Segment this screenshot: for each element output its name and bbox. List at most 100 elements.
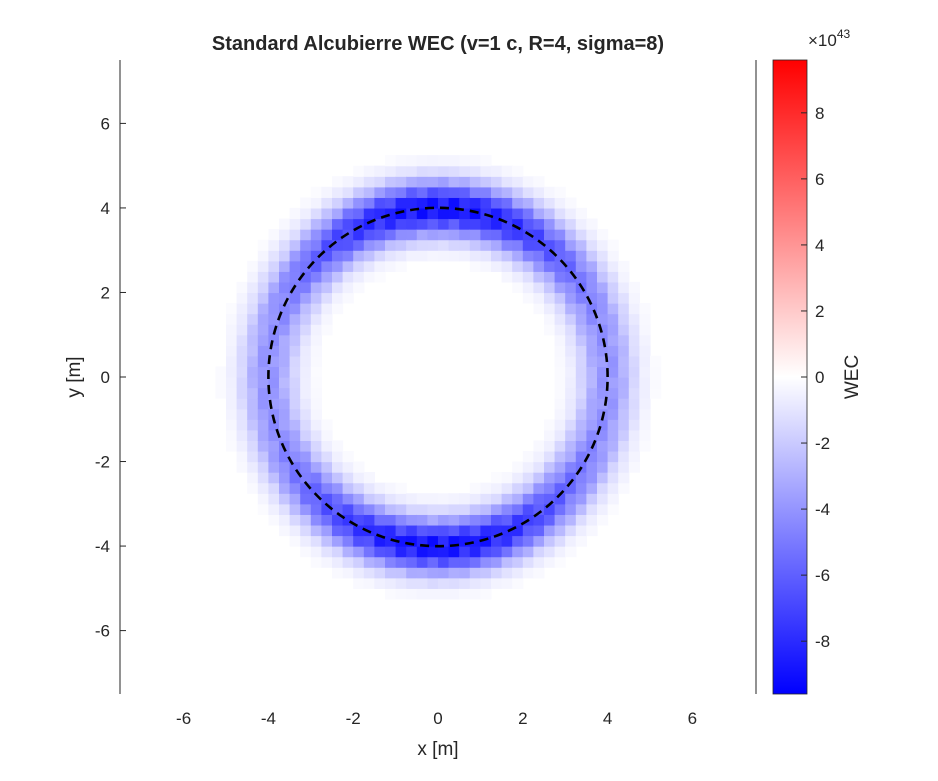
heatmap-cell	[554, 440, 566, 452]
heatmap-cell	[459, 207, 471, 220]
heatmap-cell	[448, 186, 460, 198]
heatmap-cell	[289, 239, 301, 251]
heatmap-cell	[353, 567, 365, 579]
heatmap-cell	[480, 165, 492, 177]
heatmap-cell	[332, 207, 344, 220]
heatmap-cell	[226, 313, 238, 325]
y-axis-label: y [m]	[64, 356, 85, 397]
heatmap-cell	[533, 229, 545, 241]
heatmap-cell	[289, 419, 301, 431]
heatmap-cell	[533, 546, 545, 558]
heatmap-cell	[554, 324, 566, 336]
heatmap-cell	[374, 271, 386, 283]
heatmap-cell	[300, 429, 312, 441]
heatmap-cell	[459, 535, 471, 547]
heatmap-cell	[438, 493, 450, 505]
heatmap-cell	[565, 197, 577, 209]
heatmap-cell	[374, 535, 386, 547]
x-tick-label: -2	[346, 709, 361, 728]
heatmap-cell	[575, 377, 587, 389]
heatmap-cell	[247, 313, 259, 325]
heatmap-cell	[268, 387, 280, 399]
heatmap-cell	[565, 366, 577, 378]
heatmap-cell	[289, 271, 301, 283]
heatmap-cell	[332, 440, 344, 452]
heatmap-cell	[459, 250, 471, 262]
heatmap-cell	[544, 292, 556, 304]
heatmap-cell	[236, 334, 248, 346]
heatmap-cell	[501, 260, 513, 272]
heatmap-cell	[289, 535, 301, 547]
heatmap-cell	[427, 155, 439, 167]
heatmap-cell	[406, 514, 418, 526]
heatmap-cell	[628, 450, 640, 463]
heatmap-cell	[544, 472, 556, 484]
heatmap-cell	[607, 334, 619, 346]
heatmap-cell	[554, 408, 566, 420]
heatmap-cell	[554, 292, 566, 304]
heatmap-cell	[522, 546, 534, 558]
heatmap-cell	[279, 271, 291, 283]
heatmap-cell	[289, 524, 301, 537]
heatmap-cell	[575, 271, 587, 283]
heatmap-cell	[438, 514, 450, 526]
heatmap-cell	[406, 503, 418, 515]
heatmap-cell	[385, 260, 397, 272]
heatmap-cell	[321, 546, 333, 558]
heatmap-cell	[289, 461, 301, 473]
heatmap-cell	[321, 250, 333, 262]
heatmap-cell	[533, 461, 545, 473]
heatmap-cell	[607, 461, 619, 473]
heatmap-cell	[321, 535, 333, 547]
heatmap-cell	[554, 281, 566, 294]
heatmap-cell	[321, 472, 333, 484]
heatmap-cell	[310, 207, 322, 220]
heatmap-cell	[236, 408, 248, 420]
colorbar-ticks: 8 6 4 2 0 -2 -4 -6 -8	[801, 104, 830, 651]
heatmap-cell	[628, 377, 640, 389]
heatmap-cell	[501, 271, 513, 283]
heatmap-cell	[374, 567, 386, 579]
heatmap-cell	[575, 440, 587, 452]
heatmap-cell	[374, 503, 386, 515]
heatmap-cell	[247, 260, 259, 272]
heatmap-cell	[332, 176, 344, 188]
heatmap-cell	[544, 303, 556, 315]
heatmap-cell	[332, 472, 344, 484]
heatmap-cell	[597, 366, 609, 378]
heatmap-cell	[639, 398, 651, 410]
heatmap-cell	[533, 197, 545, 209]
heatmap-cell	[501, 207, 513, 220]
heatmap-cell	[565, 535, 577, 547]
heatmap-cell	[607, 450, 619, 463]
heatmap-cell	[374, 250, 386, 262]
heatmap-cell	[332, 250, 344, 262]
heatmap-cell	[469, 218, 481, 230]
heatmap-cell	[480, 546, 492, 558]
heatmap-cell	[522, 556, 534, 568]
heatmap-cell	[565, 514, 577, 526]
heatmap-cell	[321, 292, 333, 304]
heatmap-cell	[226, 324, 238, 336]
heatmap-cell	[215, 387, 227, 399]
heatmap-cell	[395, 567, 407, 579]
heatmap-cell	[226, 440, 238, 452]
heatmap-cell	[289, 345, 301, 357]
heatmap-cell	[268, 239, 280, 251]
heatmap-cell	[279, 398, 291, 410]
heatmap-cell	[501, 176, 513, 188]
heatmap-cell	[512, 535, 524, 547]
heatmap-cell	[554, 450, 566, 463]
heatmap-cell	[247, 482, 259, 494]
heatmap-cell	[575, 387, 587, 399]
heatmap-cell	[607, 377, 619, 389]
heatmap-cell	[607, 250, 619, 262]
heatmap-cell	[469, 176, 481, 188]
heatmap-cell	[289, 292, 301, 304]
heatmap-cell	[332, 461, 344, 473]
heatmap-cell	[247, 355, 259, 368]
heatmap-cell	[268, 514, 280, 526]
heatmap-cell	[469, 207, 481, 220]
heatmap-cell	[321, 271, 333, 283]
heatmap-cell	[226, 303, 238, 315]
